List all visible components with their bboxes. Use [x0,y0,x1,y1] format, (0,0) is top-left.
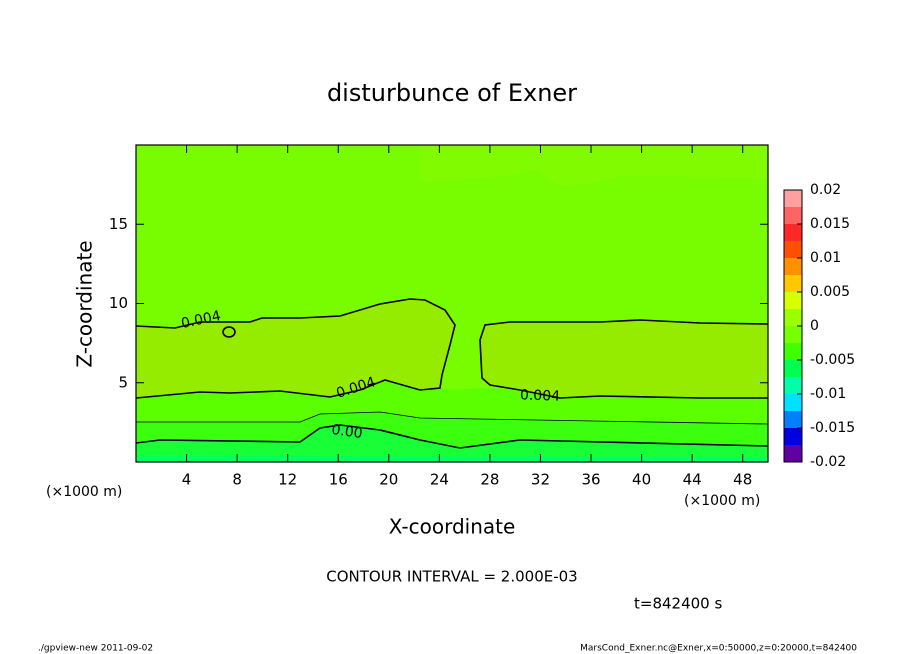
chart-title: disturbunce of Exner [327,79,577,107]
y-tick-label: 15 [109,215,128,233]
colorbar-tick-label: -0.005 [810,352,855,368]
x-axis-label: X-coordinate [389,515,516,539]
colorbar-bin [784,326,802,343]
colorbar-tick-label: -0.01 [810,386,846,402]
x-tick-label: 20 [379,471,398,489]
x-tick-label: 28 [480,471,499,489]
colorbar-bin [784,343,802,360]
x-tick-label: 44 [683,471,702,489]
colorbar-bin [784,224,802,241]
colorbar-bin [784,207,802,224]
colorbar-bin [784,190,802,207]
x-tick-label: 36 [581,471,600,489]
colorbar-tick-label: -0.02 [810,454,846,470]
colorbar-bin [784,377,802,394]
footer-left: ./gpview-new 2011-09-02 [38,644,153,654]
field-region [136,299,455,398]
y-tick-label: 5 [118,373,128,391]
time-label: t=842400 s [634,595,722,613]
x-unit-label: (×1000 m) [46,484,122,500]
field [136,145,768,462]
colorbar-bin [784,445,802,462]
colorbar-tick-label: 0.015 [810,216,850,232]
contour-label: 0.00 [330,422,363,442]
x-unit-label: (×1000 m) [684,493,760,509]
colorbar-tick-label: 0.01 [810,250,841,266]
x-tick-label: 48 [733,471,752,489]
contour-label: 0.004 [520,387,561,404]
colorbar-bin [784,411,802,428]
colorbar-bin [784,241,802,258]
field-region [480,320,768,398]
contour-line [222,326,236,338]
x-tick-label: 32 [531,471,550,489]
contour-line [135,298,456,399]
colorbar-tick-label: 0 [810,318,819,334]
colorbar-bin [784,309,802,326]
x-tick-label: 40 [632,471,651,489]
colorbar-bin [784,360,802,377]
field-region [136,456,768,462]
footer-right: MarsCond_Exner.nc@Exner,x=0:50000,z=0:20… [580,644,857,654]
y-tick-label: 10 [109,294,128,312]
y-axis-label: Z-coordinate [73,240,97,367]
colorbar-tick-label: 0.005 [810,284,850,300]
colorbar-tick-label: 0.02 [810,182,841,198]
field-region [420,145,768,186]
contour-line [479,319,769,399]
colorbar-bin [784,275,802,292]
contour-line [136,411,769,425]
contours [135,298,769,449]
x-tick-label: 8 [232,471,242,489]
colorbar-tick-label: -0.015 [810,420,855,436]
colorbar-bin [784,394,802,411]
contour-line [135,424,769,449]
x-tick-label: 24 [430,471,449,489]
x-tick-label: 12 [278,471,297,489]
colorbar-bin [784,292,802,309]
x-tick-label: 16 [329,471,348,489]
colorbar-bin [784,428,802,445]
colorbar-bin [784,258,802,275]
x-tick-label: 4 [182,471,192,489]
field-region [136,425,768,462]
contour-interval: CONTOUR INTERVAL = 2.000E-03 [326,568,577,586]
